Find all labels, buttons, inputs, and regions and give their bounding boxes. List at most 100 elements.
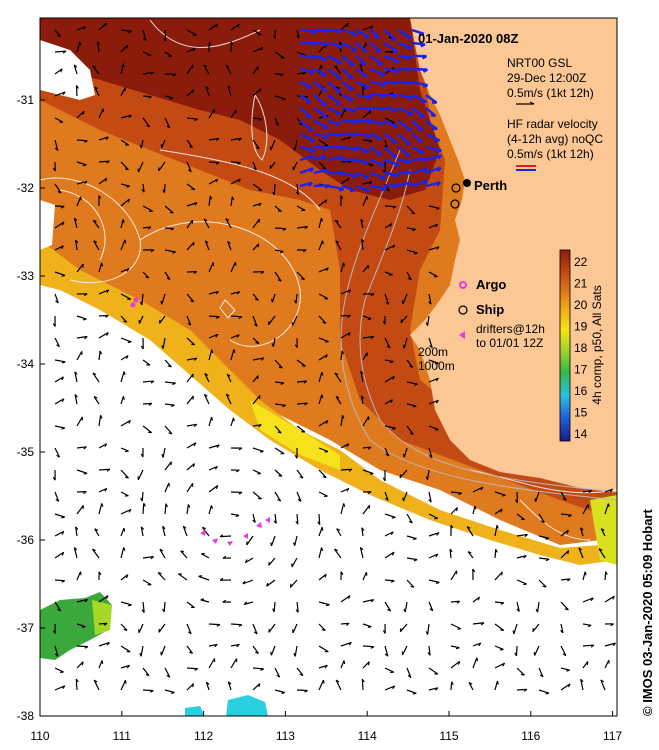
gsl-vector-head xyxy=(127,198,130,203)
gsl-vector-head xyxy=(170,227,175,231)
gsl-vector xyxy=(76,315,87,320)
gsl-vector xyxy=(186,683,194,691)
gsl-vector-head xyxy=(83,26,87,30)
gsl-vector-head xyxy=(392,376,395,380)
gsl-vector xyxy=(582,597,594,603)
gsl-vector xyxy=(340,332,351,339)
gsl-vector xyxy=(252,683,261,691)
gsl-vector-head xyxy=(82,111,85,115)
gsl-vector xyxy=(384,531,394,537)
gsl-vector xyxy=(296,71,306,75)
gsl-vector xyxy=(399,623,408,633)
gsl-vector xyxy=(142,425,152,434)
y-tick-label: -35 xyxy=(17,445,35,459)
gsl-vector-head xyxy=(360,395,365,399)
gsl-vector xyxy=(91,548,100,559)
gsl-vector-head xyxy=(160,300,163,305)
gsl-vector xyxy=(54,271,66,277)
gsl-vector-head xyxy=(282,404,286,408)
gsl-vector-head xyxy=(147,54,152,57)
gsl-vector xyxy=(164,482,170,493)
gsl-vector xyxy=(204,373,210,383)
gsl-vector xyxy=(160,645,166,656)
x-tick-label: 116 xyxy=(521,729,540,743)
gsl-vector xyxy=(142,601,145,613)
gsl-vector-head xyxy=(382,630,386,634)
gsl-vector-head xyxy=(83,491,87,495)
gsl-vector-head xyxy=(334,65,339,68)
gsl-vector xyxy=(472,622,484,625)
gsl-vector xyxy=(186,219,194,229)
gsl-vector xyxy=(384,293,390,305)
gsl-vector-head xyxy=(161,454,164,458)
hf-vector-head xyxy=(353,147,359,153)
hf-vector-head xyxy=(323,28,330,34)
gsl-vector-head xyxy=(360,370,364,375)
legend-ship-icon xyxy=(458,305,468,315)
gsl-vector xyxy=(208,315,220,318)
gsl-vector xyxy=(94,86,100,97)
gsl-vector-head xyxy=(93,679,98,683)
gsl-vector xyxy=(227,85,232,97)
gsl-vector xyxy=(186,442,197,449)
gsl-vector xyxy=(294,645,298,657)
gsl-vector-head xyxy=(273,520,277,524)
hf-vector-head xyxy=(405,142,411,146)
gsl-vector xyxy=(318,513,321,525)
hf-vector-head xyxy=(363,161,369,166)
gsl-vector xyxy=(384,50,394,53)
hf-vector-head xyxy=(394,174,400,179)
gsl-vector-head xyxy=(74,371,78,375)
gsl-vector-head xyxy=(140,345,144,350)
gsl-vector-head xyxy=(425,631,429,635)
gsl-vector-head xyxy=(429,608,434,612)
gsl-vector-head xyxy=(255,342,260,344)
hf-vector-head xyxy=(392,125,398,129)
gsl-vector xyxy=(76,161,87,166)
gsl-vector-head xyxy=(321,527,324,531)
gsl-vector xyxy=(274,95,286,100)
gsl-vector xyxy=(428,447,433,458)
gsl-vector xyxy=(538,579,547,588)
gsl-vector-head xyxy=(348,289,352,293)
gsl-vector xyxy=(274,117,280,126)
gsl-vector-head xyxy=(139,301,143,306)
gsl-vector-head xyxy=(216,316,220,319)
gsl-vector-head xyxy=(500,602,505,605)
gsl-vector xyxy=(270,139,276,151)
gsl-vector-head xyxy=(512,630,515,635)
gsl-vector xyxy=(362,25,373,31)
gsl-vector-head xyxy=(170,691,175,694)
gsl-vector-head xyxy=(192,683,195,688)
gsl-vector xyxy=(186,373,194,383)
gsl-vector xyxy=(340,314,351,317)
gsl-vector xyxy=(120,268,130,273)
gsl-vector-head xyxy=(402,344,405,349)
gsl-vector-head xyxy=(293,147,296,151)
gsl-vector xyxy=(120,198,130,207)
gsl-vector-head xyxy=(387,608,391,612)
gsl-vector-head xyxy=(361,238,365,243)
x-tick-label: 115 xyxy=(439,729,458,743)
gsl-vector-head xyxy=(253,167,257,171)
gsl-vector xyxy=(362,598,374,603)
gsl-vector xyxy=(186,423,197,427)
gsl-vector-head xyxy=(388,36,393,39)
gsl-vector-head xyxy=(435,377,439,382)
hf-vector xyxy=(397,106,413,116)
gsl-vector xyxy=(428,425,439,431)
legend-argo-label: Argo xyxy=(476,277,506,292)
hf-vector-head xyxy=(338,155,344,161)
gsl-vector xyxy=(318,623,326,631)
hf-vector-head xyxy=(322,146,328,151)
gsl-vector-head xyxy=(590,644,595,648)
gsl-vector xyxy=(362,139,373,142)
gsl-vector-head xyxy=(61,531,65,535)
gsl-vector-head xyxy=(289,583,292,588)
hf-vector xyxy=(299,154,315,162)
gsl-vector xyxy=(494,549,497,559)
gsl-vector xyxy=(186,117,198,120)
gsl-vector-head xyxy=(322,167,326,170)
hf-vector xyxy=(425,166,442,175)
gsl-vector xyxy=(161,139,166,149)
